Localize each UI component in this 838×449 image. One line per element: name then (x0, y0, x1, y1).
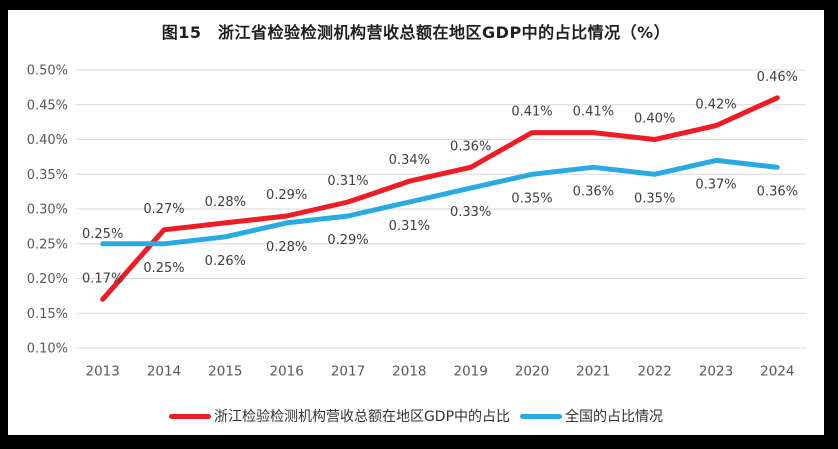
data-label-series-1: 0.35% (511, 191, 552, 206)
x-axis-tick-label: 2016 (269, 364, 303, 380)
data-label-series-0: 0.42% (695, 98, 736, 113)
y-axis-tick-label: 0.20% (27, 272, 68, 287)
data-label-series-0: 0.31% (327, 174, 368, 189)
x-axis-tick-label: 2018 (392, 364, 426, 380)
x-axis-tick-label: 2014 (147, 364, 181, 380)
x-axis-tick-label: 2019 (453, 364, 487, 380)
data-label-series-0: 0.36% (450, 139, 491, 154)
data-label-series-0: 0.41% (573, 105, 614, 120)
x-axis-tick-label: 2017 (331, 364, 365, 380)
data-label-series-0: 0.28% (205, 195, 246, 210)
data-label-series-0: 0.41% (511, 105, 552, 120)
y-axis-tick-label: 0.45% (27, 98, 68, 113)
y-axis-tick-label: 0.30% (27, 203, 68, 218)
data-label-series-0: 0.46% (757, 70, 798, 85)
x-axis-tick-label: 2024 (760, 364, 794, 380)
x-axis-tick-label: 2022 (637, 364, 671, 380)
x-axis-tick-label: 2021 (576, 364, 610, 380)
x-axis-tick-label: 2023 (699, 364, 733, 380)
legend-line-swatch-blue (520, 413, 563, 419)
data-label-series-1: 0.25% (82, 227, 123, 242)
y-axis-tick-label: 0.50% (27, 64, 68, 79)
data-label-series-1: 0.28% (266, 240, 307, 255)
x-axis-tick-label: 2020 (515, 364, 549, 380)
data-label-series-1: 0.36% (573, 184, 614, 199)
data-label-series-1: 0.31% (389, 219, 430, 234)
y-axis-tick-label: 0.35% (27, 168, 68, 183)
data-label-series-1: 0.35% (634, 191, 675, 206)
data-label-series-1: 0.37% (695, 177, 736, 192)
y-axis-tick-label: 0.25% (27, 237, 68, 252)
data-label-series-0: 0.34% (389, 153, 430, 168)
data-label-series-1: 0.29% (327, 233, 368, 248)
legend-label-zhejiang: 浙江检验检测机构营收总额在地区GDP中的占比 (213, 409, 511, 425)
data-label-series-1: 0.33% (450, 205, 491, 220)
series-line-1 (100, 157, 780, 247)
x-axis-tick-label: 2013 (85, 364, 119, 380)
data-label-series-1: 0.25% (143, 261, 184, 276)
legend-item-national: 全国的占比情况 (520, 406, 663, 426)
chart-canvas: 图15 浙江省检验检测机构营收总额在地区GDP中的占比情况（%） 0.10% 0.… (8, 10, 824, 435)
chart-title: 图15 浙江省检验检测机构营收总额在地区GDP中的占比情况（%） (161, 23, 671, 42)
data-label-series-0: 0.17% (82, 271, 123, 286)
data-label-series-0: 0.27% (143, 202, 184, 217)
y-axis-tick-label: 0.15% (27, 307, 68, 322)
y-axis-tick-label: 0.10% (27, 342, 68, 357)
data-label-series-0: 0.29% (266, 188, 307, 203)
legend-item-zhejiang: 浙江检验检测机构营收总额在地区GDP中的占比 (168, 406, 511, 426)
chart-legend: 浙江检验检测机构营收总额在地区GDP中的占比 全国的占比情况 (8, 406, 824, 426)
legend-label-national: 全国的占比情况 (565, 409, 664, 425)
line-chart: 0.10% 0.15% 0.20% 0.25% 0.30% 0.35% 0.40% 0.45%… (27, 64, 806, 380)
data-label-series-1: 0.26% (205, 254, 246, 269)
data-label-series-1: 0.36% (757, 184, 798, 199)
data-label-series-0: 0.40% (634, 112, 675, 127)
y-axis-tick-label: 0.40% (27, 133, 68, 148)
series-line-0 (100, 95, 780, 302)
x-axis-tick-label: 2015 (208, 364, 242, 380)
legend-line-swatch-red (168, 413, 211, 419)
